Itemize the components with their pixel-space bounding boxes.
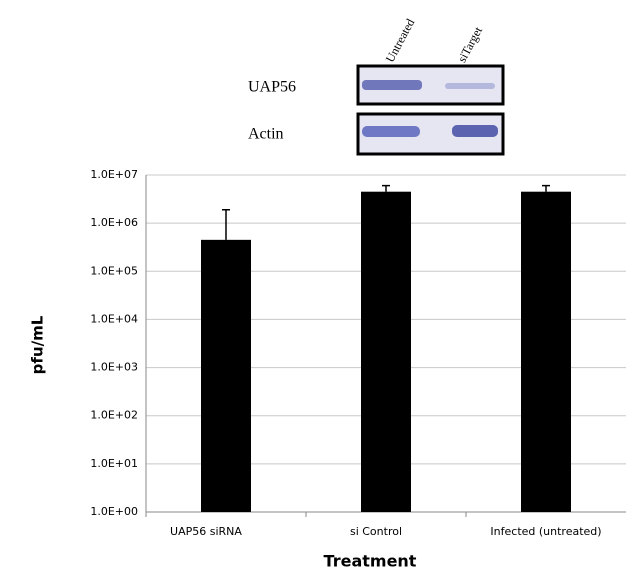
y-tick-label: 1.0E+07 bbox=[90, 168, 138, 181]
error-bar bbox=[222, 210, 230, 240]
bar bbox=[361, 192, 411, 512]
y-tick-label: 1.0E+00 bbox=[90, 505, 138, 518]
blot-band bbox=[362, 126, 420, 137]
y-tick-label: 1.0E+02 bbox=[90, 409, 138, 422]
blot-row-label: UAP56 bbox=[248, 79, 296, 96]
y-tick-label: 1.0E+06 bbox=[90, 216, 138, 229]
bar bbox=[201, 240, 251, 512]
error-bar bbox=[382, 186, 390, 192]
x-tick-label: UAP56 siRNA bbox=[170, 525, 242, 538]
chart: UAP56 Actin Untreated siTarget pfu/mL Tr… bbox=[0, 0, 627, 571]
y-tick-label: 1.0E+01 bbox=[90, 457, 138, 470]
error-bar bbox=[542, 186, 550, 192]
y-tick-label: 1.0E+04 bbox=[90, 312, 138, 325]
page: UAP56 Actin Untreated siTarget pfu/mL Tr… bbox=[0, 0, 627, 571]
blot: UAP56 Actin Untreated siTarget bbox=[248, 16, 503, 154]
bar bbox=[521, 192, 571, 512]
y-axis-title: pfu/mL bbox=[29, 315, 47, 374]
blot-row-label: Actin bbox=[248, 126, 284, 143]
blot-lane-label: siTarget bbox=[455, 24, 486, 65]
y-tick-label: 1.0E+03 bbox=[90, 361, 138, 374]
blot-lane-label: Untreated bbox=[383, 16, 418, 64]
blot-band bbox=[362, 80, 422, 90]
y-tick-label: 1.0E+05 bbox=[90, 264, 138, 277]
x-tick-label: si Control bbox=[350, 525, 402, 538]
blot-band bbox=[445, 83, 495, 89]
blot-band bbox=[452, 125, 498, 137]
x-tick-label: Infected (untreated) bbox=[490, 525, 601, 538]
x-axis-title: Treatment bbox=[324, 552, 417, 571]
